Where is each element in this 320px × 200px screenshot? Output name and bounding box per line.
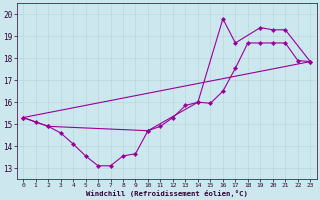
X-axis label: Windchill (Refroidissement éolien,°C): Windchill (Refroidissement éolien,°C)	[86, 190, 248, 197]
